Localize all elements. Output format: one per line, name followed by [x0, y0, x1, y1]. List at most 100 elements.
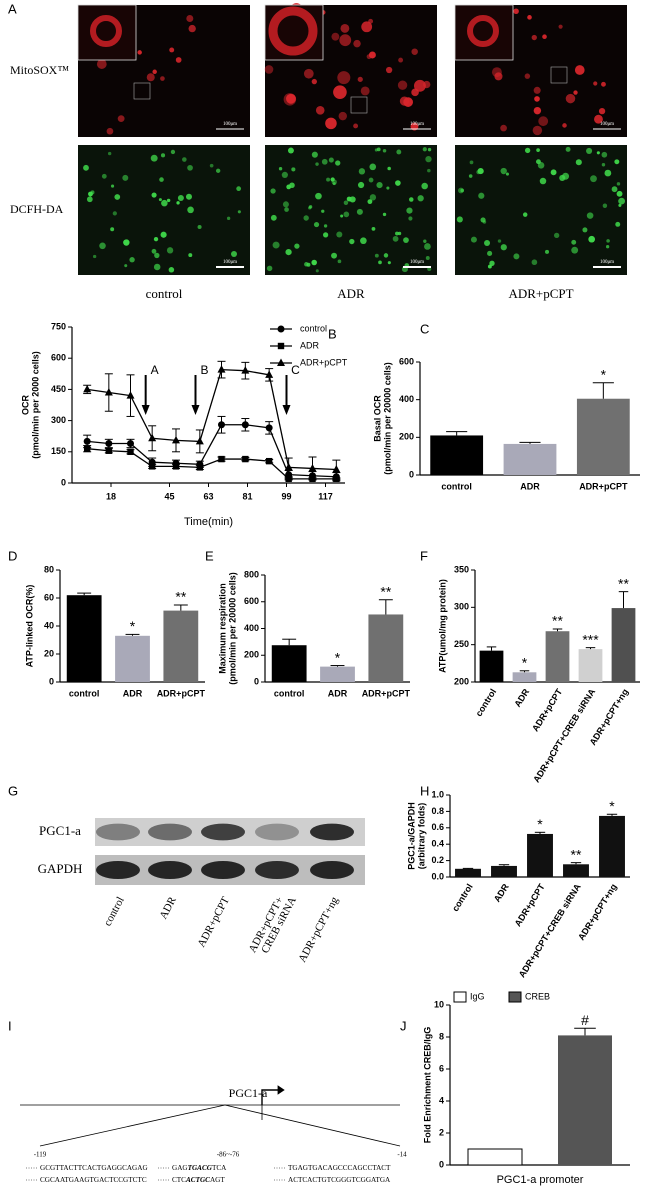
cell [286, 93, 296, 104]
cell [397, 231, 402, 236]
cell [588, 235, 596, 243]
sequence: GCGTTACTTCACTGAGGCAGAG [40, 1164, 148, 1172]
bar [545, 631, 570, 682]
cell [346, 196, 352, 202]
x-tick-label: 117 [318, 491, 333, 501]
cell [185, 193, 192, 200]
cell [616, 182, 621, 186]
y-tick-label: 300 [51, 415, 66, 425]
cell [456, 216, 463, 223]
cell [468, 174, 473, 178]
cell [403, 237, 409, 244]
cell [343, 211, 350, 218]
marker [285, 475, 292, 483]
roi-box [550, 66, 568, 84]
x-tick-label: ADR+pCPT [513, 882, 547, 929]
sequence: CGCAATGAAGTGACTCCGTCTC [40, 1176, 147, 1184]
cell [425, 155, 432, 163]
y-tick-label: 0.2 [431, 855, 444, 865]
x-tick-label: ADR [492, 882, 511, 904]
cell [96, 59, 107, 69]
inset-cell [467, 15, 499, 47]
legend-label: CREB [525, 991, 550, 1001]
y-axis-label: OCR [20, 395, 30, 416]
lane-label: ADR+pCPT [195, 895, 232, 950]
x-tick-label: ADR+pCPT [362, 688, 411, 698]
tss-arrow [261, 1089, 278, 1105]
promoter-diagram [20, 1085, 401, 1147]
cell [323, 232, 329, 238]
cell [160, 153, 166, 158]
cell [484, 239, 491, 246]
cell [169, 47, 175, 53]
cell [395, 231, 399, 236]
y-tick-label: 60 [44, 592, 54, 602]
bar [467, 1148, 523, 1166]
inset-cell [268, 6, 318, 56]
cell [477, 167, 484, 175]
cell [460, 188, 465, 193]
scale-bar-label: 100μm [410, 122, 424, 127]
cell [586, 147, 593, 154]
cell [315, 192, 322, 200]
y-tick-label: 600 [399, 356, 414, 366]
cell [413, 79, 426, 92]
x-tick-label: ADR [512, 687, 531, 709]
cell [615, 221, 621, 227]
y-axis-label: (pmol/min per 20000 cells) [382, 362, 392, 475]
cell [369, 163, 377, 171]
cell [531, 259, 538, 266]
cell [534, 96, 540, 102]
y-tick-label: 0.4 [431, 839, 444, 849]
scale-bar-label: 100μm [600, 260, 614, 265]
cell [616, 190, 623, 197]
cell [565, 146, 571, 152]
cell [311, 259, 317, 266]
cell [360, 237, 367, 245]
marker [308, 463, 317, 472]
bar [512, 672, 537, 682]
cell [601, 163, 606, 167]
cell [197, 224, 202, 230]
marker [148, 463, 156, 470]
cell [367, 199, 373, 205]
panel-letter: J [400, 1018, 407, 1033]
cell [166, 198, 171, 203]
cell [106, 127, 114, 135]
y-tick-label: 200 [399, 432, 414, 442]
cell [289, 182, 295, 189]
cell [272, 241, 280, 249]
y-axis-label: Fold Enrichment CREB/IgG [422, 1027, 432, 1144]
cell [237, 210, 241, 214]
y-tick-label: 400 [244, 623, 259, 633]
marker [265, 457, 273, 465]
band [96, 823, 140, 841]
cell [500, 124, 507, 132]
band [201, 861, 245, 879]
cell [83, 164, 89, 171]
band-label: PGC1-a [39, 823, 81, 838]
cell [396, 149, 402, 155]
significance: * [335, 649, 341, 665]
sequence-part: GAG [172, 1164, 188, 1172]
cell [562, 172, 570, 180]
arrow-head [191, 405, 200, 415]
panel-letter: G [8, 783, 18, 798]
bar [455, 868, 481, 877]
marker [241, 366, 250, 374]
marker [83, 445, 91, 452]
x-tick-label: ADR+pCPT [157, 688, 206, 698]
cell [538, 116, 549, 127]
x-tick-label: ADR+pCPT [530, 687, 564, 734]
bar [368, 614, 404, 682]
cell [425, 256, 430, 260]
cell [287, 147, 294, 154]
lane-label: ADR+pCPT+ng [296, 895, 341, 965]
cell [360, 86, 370, 96]
lane-label: ADR [157, 894, 179, 921]
cell [123, 239, 130, 246]
cell [376, 147, 381, 152]
cell [369, 194, 377, 201]
y-tick-label: 10 [434, 999, 444, 1009]
cell [535, 159, 541, 165]
